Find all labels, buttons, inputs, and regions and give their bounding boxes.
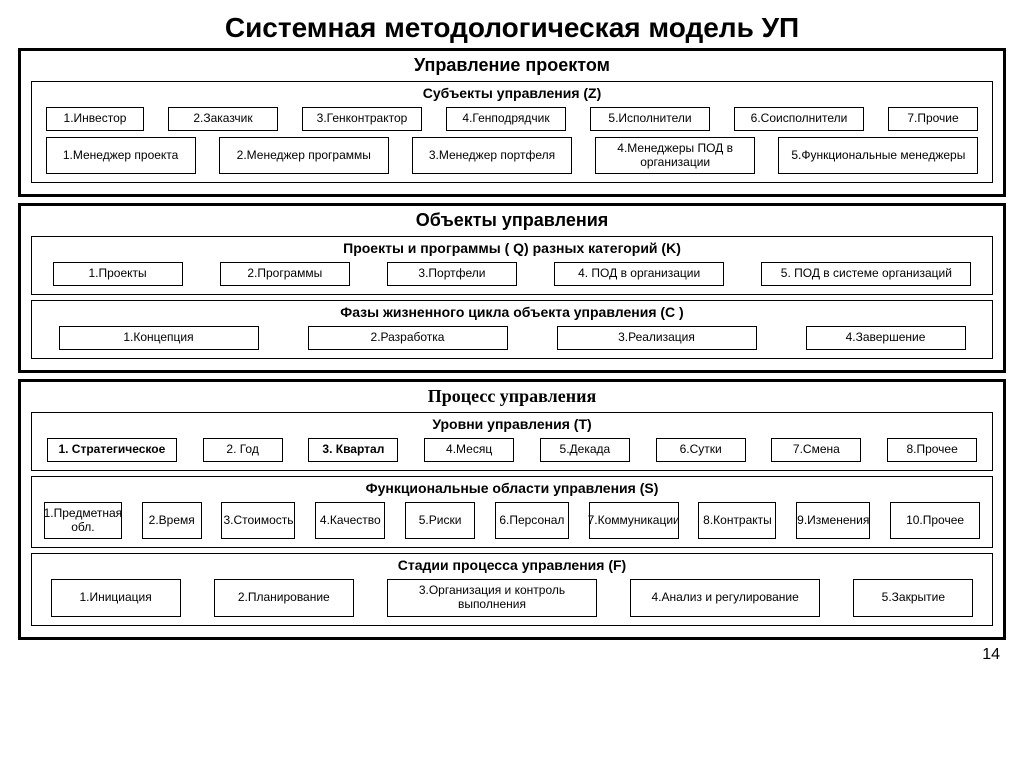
row: 1.Менеджер проекта 2.Менеджер программы 3.… [38,137,986,175]
group-box: Проекты и программы ( Q) разных категори… [31,236,993,295]
group-box: Фазы жизненного цикла объекта управления… [31,300,993,359]
cell: 1.Инвестор [46,107,144,131]
cell: 3.Портфели [387,262,517,286]
group-title: Функциональные области управления (S) [38,480,986,496]
section-title: Объекты управления [27,210,997,231]
cell: 3.Реализация [557,326,757,350]
page-number: 14 [18,646,1006,664]
cell: 4.Качество [315,502,385,540]
cell: 6.Сутки [656,438,746,462]
cell: 7.Прочие [888,107,978,131]
cell: 7.Смена [771,438,861,462]
group-box: Субъекты управления (Z) 1.Инвестор 2.Заказ… [31,81,993,183]
group-box: Функциональные области управления (S) 1.П… [31,476,993,549]
cell: 5.Исполнители [590,107,710,131]
row: 1.Концепция 2.Разработка 3.Реализация 4.Зав… [38,326,986,350]
cell: 6.Соисполнители [734,107,864,131]
main-title: Системная методологическая модель УП [18,12,1006,44]
cell: 4.Менеджеры ПОД в организации [595,137,755,175]
section: Управление проектом Субъекты управления (… [18,48,1006,197]
row: 1.Проекты 2.Программы 3.Портфели 4. ПОД в о… [38,262,986,286]
cell: 2.Планирование [214,579,354,617]
cell: 10.Прочее [890,502,980,540]
group-title: Фазы жизненного цикла объекта управления… [38,304,986,320]
cell: 3.Генконтрактор [302,107,422,131]
cell: 8.Контракты [698,502,776,540]
cell: 2.Менеджер программы [219,137,389,175]
cell: 3.Менеджер портфеля [412,137,572,175]
group-title: Субъекты управления (Z) [38,85,986,101]
group-box: Стадии процесса управления (F) 1.Инициаци… [31,553,993,626]
cell: 7.Коммуникации [589,502,679,540]
cell: 1.Менеджер проекта [46,137,196,175]
cell: 1.Концепция [59,326,259,350]
section-title: Процесс управления [27,386,997,407]
cell: 3. Квартал [308,438,398,462]
cell: 5.Закрытие [853,579,973,617]
cell: 1.Проекты [53,262,183,286]
cell: 2.Заказчик [168,107,278,131]
cell: 1.Инициация [51,579,181,617]
cell: 5. ПОД в системе организаций [761,262,971,286]
section-title: Управление проектом [27,55,997,76]
row: 1. Стратегическое 2. Год 3. Квартал 4.Месяц… [38,438,986,462]
cell: 6.Персонал [495,502,569,540]
cell: 3.Организация и контроль выполнения [387,579,597,617]
cell: 4.Завершение [806,326,966,350]
row: 1.Инициация 2.Планирование 3.Организация и… [38,579,986,617]
cell: 9.Изменения [796,502,870,540]
section: Процесс управления Уровни управления (Т) 1… [18,379,1006,640]
cell: 4.Месяц [424,438,514,462]
diagram-body: Управление проектом Субъекты управления (… [18,48,1006,640]
cell: 2.Программы [220,262,350,286]
cell: 5.Риски [405,502,475,540]
group-title: Уровни управления (Т) [38,416,986,432]
cell: 2.Время [142,502,202,540]
cell: 8.Прочее [887,438,977,462]
cell: 4. ПОД в организации [554,262,724,286]
cell: 5.Декада [540,438,630,462]
cell: 2. Год [203,438,283,462]
group-box: Уровни управления (Т) 1. Стратегическое 2.… [31,412,993,471]
section: Объекты управления Проекты и программы ( … [18,203,1006,373]
cell: 1.Предметная обл. [44,502,122,540]
cell: 2.Разработка [308,326,508,350]
cell: 1. Стратегическое [47,438,177,462]
cell: 4.Генподрядчик [446,107,566,131]
cell: 4.Анализ и регулирование [630,579,820,617]
cell: 5.Функциональные менеджеры [778,137,978,175]
row: 1.Инвестор 2.Заказчик 3.Генконтрактор 4.Ген… [38,107,986,131]
cell: 3.Стоимость [221,502,295,540]
group-title: Проекты и программы ( Q) разных категори… [38,240,986,256]
group-title: Стадии процесса управления (F) [38,557,986,573]
row: 1.Предметная обл. 2.Время 3.Стоимость 4.Кач… [38,502,986,540]
